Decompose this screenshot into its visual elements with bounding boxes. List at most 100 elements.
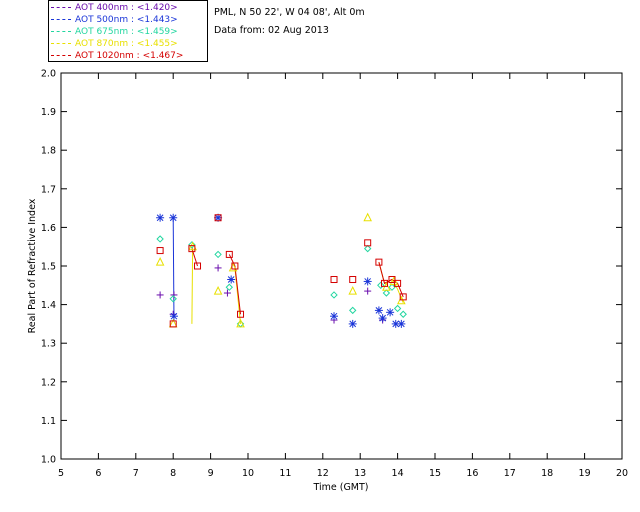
data-point-star [397,319,406,328]
data-point-square [330,276,338,284]
triangle-mark [389,276,399,285]
triangle-mark [348,285,358,295]
data-point-square [375,258,383,266]
triangle-mark [188,241,197,251]
y-tick-label: 1.9 [41,107,56,118]
star-mark [170,312,178,320]
legend-label: AOT 1020nm : <1.467> [75,51,184,61]
data-point-square [388,276,396,284]
data-point-triangle [213,285,223,295]
star-mark [156,214,164,222]
triangle-mark [228,262,238,272]
legend-label: AOT 870nm : <1.455> [75,39,178,49]
legend-item-500nm: AOT 500nm : <1.443> [51,14,178,26]
diamond-mark [382,289,391,297]
data-point-triangle [228,262,238,272]
star-mark [169,214,177,222]
square-mark [156,247,164,255]
y-tick-label: 1.4 [41,300,56,311]
x-tick-label: 19 [579,468,591,479]
data-point-plus [223,289,231,297]
y-axis-label: Real Part of Refractive Index [27,198,38,333]
data-point-square [214,214,222,222]
square-mark [214,214,222,222]
legend: AOT 400nm : <1.420> AOT 500nm : <1.443> … [48,0,208,62]
triangle-mark [363,212,372,222]
diamond-mark [225,283,234,291]
star-mark [386,308,394,316]
data-point-triangle [155,257,165,266]
square-mark [394,279,402,287]
star-mark [364,278,372,285]
legend-swatch [51,43,71,44]
diamond-mark [169,295,177,303]
legend-item-400nm: AOT 400nm : <1.420> [51,2,178,14]
x-tick-label: 20 [616,468,628,479]
data-point-diamond [399,310,407,318]
y-tick-label: 1.3 [41,339,56,350]
data-point-triangle [363,212,372,222]
square-mark [194,262,202,270]
x-tick-label: 6 [95,468,101,479]
legend-label: AOT 675nm : <1.459> [75,27,178,37]
data-point-triangle [236,318,245,328]
star-mark [397,320,405,328]
data-point-diamond [188,241,196,249]
legend-swatch [51,31,71,32]
data-point-square [156,247,164,255]
data-point-star [348,319,357,328]
data-point-diamond [330,291,338,299]
star-mark [379,314,386,322]
data-point-star [330,312,339,321]
star-mark [227,276,235,283]
x-tick-label: 7 [133,468,139,479]
data-points [155,212,407,328]
triangle-mark [213,285,223,295]
x-tick-label: 18 [541,468,553,479]
data-point-square [394,279,402,287]
data-point-square [381,279,389,287]
diamond-mark [393,304,402,313]
x-tick-label: 14 [392,468,404,479]
square-mark [399,293,407,301]
diamond-mark [214,250,222,259]
diamond-mark [363,244,372,253]
diamond-mark [377,281,385,290]
data-point-star [227,275,236,284]
data-point-diamond [214,250,222,259]
series-connectors [172,217,404,324]
data-point-diamond [225,283,234,291]
square-mark [188,245,196,253]
square-mark [169,320,177,328]
star-mark [375,307,383,314]
data-point-square [349,276,357,284]
data-point-star [374,306,383,315]
data-point-plus [156,291,164,299]
x-tick-label: 13 [354,468,366,479]
square-mark [231,262,239,270]
legend-swatch [51,55,71,56]
legend-swatch [51,7,71,8]
diamond-mark [399,310,407,318]
axis-ticks: 5 6 7 8 9 10 11 12 13 14 15 16 17 18 19 20 1.0 1.1 1.2 1.3 1… [41,69,628,480]
data-point-triangle [188,241,197,251]
x-tick-label: 12 [317,468,329,479]
square-mark [375,258,383,266]
square-mark [388,276,396,284]
data-point-triangle [348,285,358,295]
data-point-star [156,213,165,222]
x-tick-label: 10 [242,468,254,479]
diamond-mark [156,235,164,243]
x-tick-label: 17 [504,468,516,479]
diamond-mark [188,241,196,249]
y-tick-label: 1.6 [41,223,56,234]
data-point-diamond [388,283,396,291]
series-connector-line [228,254,242,315]
legend-item-1020nm: AOT 1020nm : <1.467> [51,50,183,62]
diamond-mark [388,283,396,291]
legend-item-870nm: AOT 870nm : <1.455> [51,38,178,50]
data-point-square [231,262,239,270]
y-tick-label: 1.5 [41,262,56,273]
data-point-square [237,310,245,318]
y-tick-label: 1.0 [41,455,56,466]
